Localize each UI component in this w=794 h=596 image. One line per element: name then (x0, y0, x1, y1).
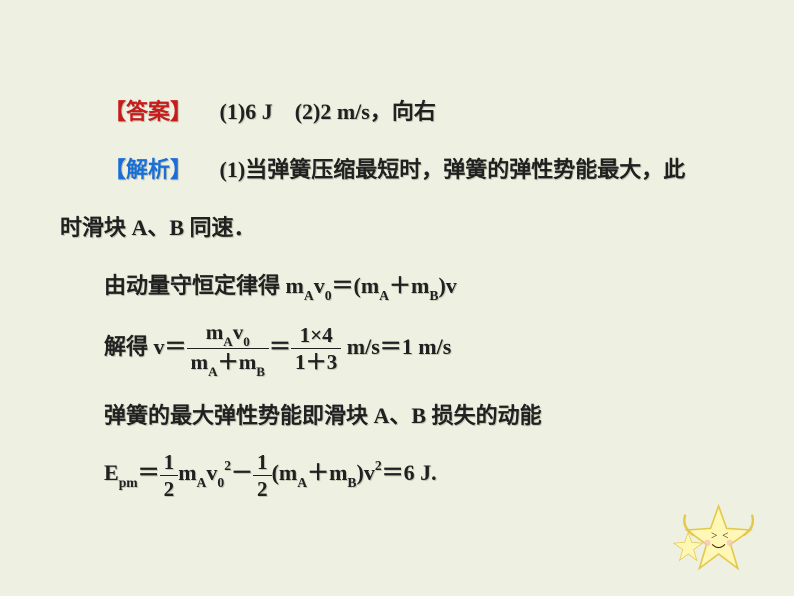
energy-line: 弹簧的最大弹性势能即滑块 A、B 损失的动能 (60, 394, 734, 438)
epm-line: Epm＝12mAv02－12(mA＋mB)v2＝6 J. (60, 452, 734, 504)
answer-line: 【答案】 (1)6 J (2)2 m/s，向右 (60, 90, 734, 134)
page-content: 【答案】 (1)6 J (2)2 m/s，向右 【解析】 (1)当弹簧压缩最短时… (0, 0, 794, 503)
half-1: 12 (160, 450, 179, 502)
half-2: 12 (253, 450, 272, 502)
analysis-text-1: (1)当弹簧压缩最短时，弹簧的弹性势能最大，此 (198, 157, 686, 182)
momentum-line: 由动量守恒定律得 mAv0＝(mA＋mB)v (60, 264, 734, 308)
analysis-bracket: 【解析】 (104, 157, 192, 182)
analysis-line-1: 【解析】 (1)当弹簧压缩最短时，弹簧的弹性势能最大，此 (60, 148, 734, 192)
fraction-mv: mAv0mA＋mB (187, 320, 269, 378)
answer-text: (1)6 J (2)2 m/s，向右 (198, 99, 436, 124)
svg-text:＞: ＞ (711, 532, 718, 540)
solve-line: 解得 v＝mAv0mA＋mB＝1×41＋3 m/s＝1 m/s (60, 322, 734, 380)
svg-text:＜: ＜ (722, 532, 729, 540)
fraction-numbers: 1×41＋3 (291, 323, 341, 375)
star-icon: ＞ ＜ (664, 498, 754, 578)
analysis-line-2: 时滑块 A、B 同速． (60, 206, 734, 250)
answer-bracket: 【答案】 (104, 99, 192, 124)
